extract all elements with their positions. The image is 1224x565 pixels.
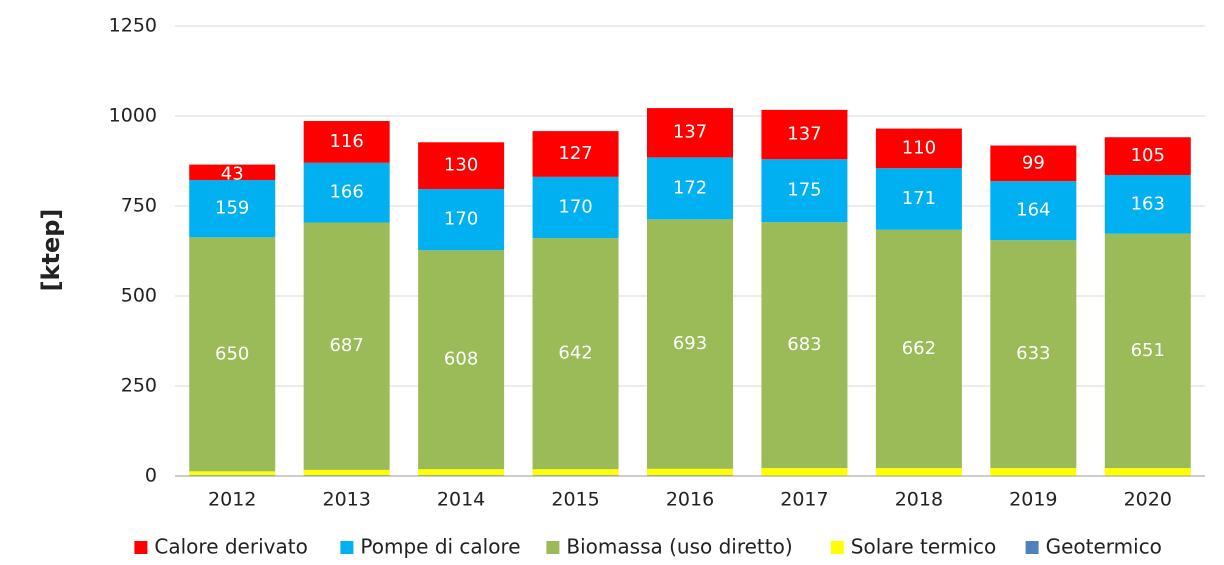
data-label: 110 — [902, 137, 936, 158]
bar-segment — [875, 468, 962, 476]
bar-segment — [761, 222, 848, 469]
y-tick-label: 1000 — [109, 105, 157, 127]
bar-segment — [1104, 468, 1191, 476]
bar-segment — [875, 229, 962, 469]
data-label: 43 — [221, 164, 244, 185]
x-tick-label: 2018 — [895, 489, 943, 511]
bar-segment — [1104, 175, 1191, 234]
bar-segment — [647, 219, 733, 469]
bar-segment — [189, 164, 276, 181]
bar-segment — [875, 128, 962, 169]
bar-segment — [990, 145, 1077, 182]
bar-segment — [189, 237, 276, 472]
data-label: 116 — [329, 131, 363, 152]
data-label: 687 — [329, 335, 363, 356]
legend-swatch — [546, 541, 560, 554]
x-tick-label: 2016 — [666, 489, 714, 511]
data-label: 105 — [1131, 145, 1165, 166]
legend-swatch — [1025, 541, 1039, 554]
data-label: 172 — [673, 177, 707, 198]
data-label: 163 — [1131, 193, 1165, 214]
data-label: 662 — [902, 338, 936, 359]
data-label: 651 — [1131, 340, 1165, 361]
data-label: 171 — [902, 188, 936, 209]
bar-segment — [418, 469, 505, 476]
x-tick-label: 2020 — [1124, 489, 1172, 511]
x-tick-label: 2017 — [780, 489, 828, 511]
data-label: 608 — [444, 349, 478, 370]
data-label: 127 — [558, 143, 592, 164]
legend-swatch — [830, 541, 844, 554]
y-tick-label: 750 — [121, 195, 157, 217]
legend-label: Pompe di calore — [360, 535, 520, 559]
y-tick-label: 1250 — [109, 15, 157, 37]
bar-segment — [1104, 137, 1191, 176]
data-label: 633 — [1016, 343, 1050, 364]
data-label: 166 — [329, 182, 363, 203]
legend-swatch — [134, 541, 148, 554]
x-tick-label: 2013 — [322, 489, 370, 511]
x-tick-label: 2015 — [551, 489, 599, 511]
y-axis-label: [ktep] — [37, 209, 65, 292]
x-tick-label: 2014 — [437, 489, 485, 511]
bar-segment — [189, 475, 276, 476]
legend-swatch — [340, 541, 354, 554]
data-label: 137 — [787, 124, 821, 145]
data-label: 137 — [673, 122, 707, 143]
bar-segment — [418, 250, 505, 470]
bar-segment — [647, 108, 733, 158]
bar-segment — [418, 142, 505, 190]
bar-segment — [303, 222, 390, 470]
bar-segment — [418, 189, 505, 251]
bar-segment — [532, 176, 619, 239]
bar-segment — [647, 157, 733, 220]
data-label: 683 — [787, 334, 821, 355]
x-tick-label: 2012 — [208, 489, 256, 511]
data-label: 642 — [558, 343, 592, 364]
data-label: 170 — [444, 209, 478, 230]
data-label: 164 — [1016, 200, 1050, 221]
legend-label: Biomassa (uso diretto) — [566, 535, 792, 559]
y-tick-label: 250 — [121, 375, 157, 397]
bar-segment — [761, 468, 848, 476]
bar-segment — [647, 475, 733, 476]
data-label: 175 — [787, 180, 821, 201]
bar-segment — [875, 168, 962, 230]
bar-segment — [532, 469, 619, 476]
y-tick-label: 500 — [121, 285, 157, 307]
bar-segment — [189, 471, 276, 476]
bar-segment — [532, 238, 619, 470]
bar-segment — [761, 159, 848, 223]
bar-segment — [647, 468, 733, 476]
bar-segment — [532, 475, 619, 476]
bar-segment — [990, 181, 1077, 241]
data-label: 130 — [444, 155, 478, 176]
data-label: 99 — [1022, 152, 1045, 173]
bar-segment — [418, 475, 505, 476]
bar-segment — [532, 131, 619, 177]
bar-segment — [990, 240, 1077, 469]
bar-segment — [303, 121, 390, 163]
data-label: 693 — [673, 333, 707, 354]
legend-label: Solare termico — [851, 535, 996, 559]
data-label: 159 — [215, 198, 249, 219]
data-label: 650 — [215, 343, 249, 364]
bar-segment — [990, 468, 1077, 476]
data-label: 170 — [558, 196, 592, 217]
bar-segment — [761, 109, 848, 160]
bar-segment — [303, 475, 390, 476]
bar-segment — [189, 180, 276, 238]
bar-segment — [1104, 233, 1191, 469]
legend-label: Calore derivato — [154, 535, 307, 559]
y-tick-label: 0 — [145, 465, 157, 487]
bar-segment — [303, 469, 390, 476]
legend-label: Geotermico — [1046, 535, 1162, 559]
bar-segment — [303, 162, 390, 223]
x-tick-label: 2019 — [1009, 489, 1057, 511]
